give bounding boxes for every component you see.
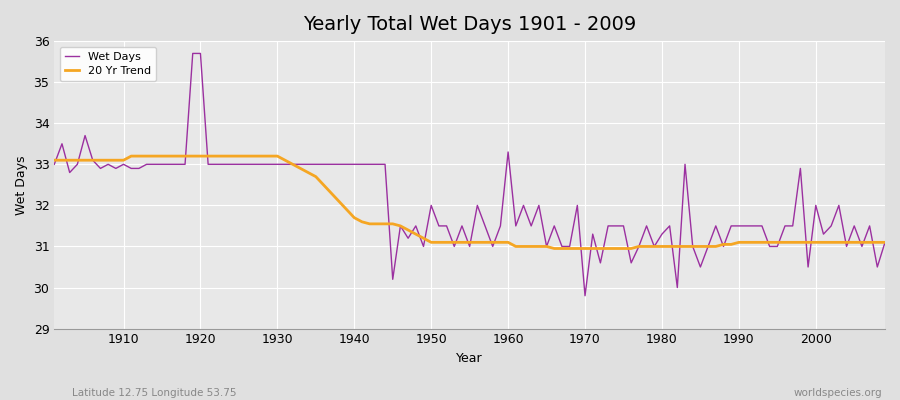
20 Yr Trend xyxy=(503,240,514,245)
Title: Yearly Total Wet Days 1901 - 2009: Yearly Total Wet Days 1901 - 2009 xyxy=(303,15,636,34)
20 Yr Trend xyxy=(879,240,890,245)
Text: worldspecies.org: worldspecies.org xyxy=(794,388,882,398)
Wet Days xyxy=(879,240,890,245)
20 Yr Trend xyxy=(111,158,122,163)
Wet Days xyxy=(111,166,122,171)
Line: 20 Yr Trend: 20 Yr Trend xyxy=(54,156,885,248)
20 Yr Trend xyxy=(287,162,298,167)
Wet Days xyxy=(610,224,621,228)
Wet Days xyxy=(287,162,298,167)
20 Yr Trend xyxy=(549,246,560,251)
Line: Wet Days: Wet Days xyxy=(54,54,885,296)
Wet Days xyxy=(49,162,59,167)
20 Yr Trend xyxy=(510,244,521,249)
20 Yr Trend xyxy=(49,158,59,163)
Wet Days xyxy=(510,224,521,228)
20 Yr Trend xyxy=(610,246,621,251)
20 Yr Trend xyxy=(126,154,137,158)
20 Yr Trend xyxy=(334,199,345,204)
X-axis label: Year: Year xyxy=(456,352,483,365)
Text: Latitude 12.75 Longitude 53.75: Latitude 12.75 Longitude 53.75 xyxy=(72,388,237,398)
Legend: Wet Days, 20 Yr Trend: Wet Days, 20 Yr Trend xyxy=(59,47,157,81)
Wet Days xyxy=(503,150,514,154)
Wet Days xyxy=(334,162,345,167)
Wet Days xyxy=(187,51,198,56)
Wet Days xyxy=(580,293,590,298)
Y-axis label: Wet Days: Wet Days xyxy=(15,155,28,214)
